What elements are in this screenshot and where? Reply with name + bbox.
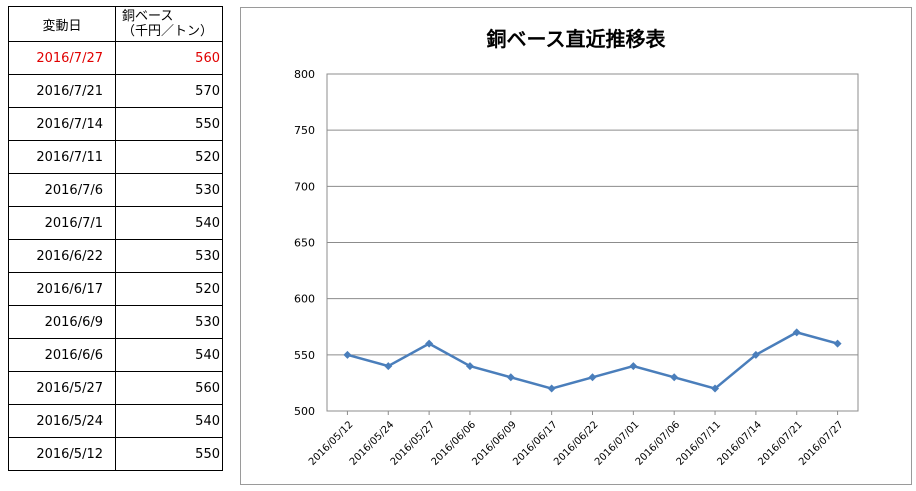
y-tick-label: 500 xyxy=(294,405,315,418)
y-tick-label: 550 xyxy=(294,349,315,362)
table-row: 2016/5/27 560 xyxy=(8,371,223,405)
row-date: 2016/5/27 xyxy=(8,371,116,405)
row-price: 520 xyxy=(115,140,223,174)
table-row: 2016/7/1 540 xyxy=(8,206,223,240)
y-tick-label: 650 xyxy=(294,237,315,250)
row-price: 560 xyxy=(115,41,223,75)
data-point xyxy=(629,362,638,371)
table-header-row: 変動日 銅ベース （千円／トン） xyxy=(8,6,223,42)
row-price: 540 xyxy=(115,404,223,438)
row-date: 2016/5/12 xyxy=(8,437,116,471)
table-row: 2016/7/27 560 xyxy=(8,41,223,75)
table-row: 2016/6/22 530 xyxy=(8,239,223,273)
x-tick-label: 2016/07/27 xyxy=(797,419,846,468)
data-point xyxy=(711,384,720,393)
data-point xyxy=(751,350,760,359)
row-date: 2016/7/14 xyxy=(8,107,116,141)
y-tick-label: 700 xyxy=(294,180,315,193)
row-price: 530 xyxy=(115,239,223,273)
row-price: 550 xyxy=(115,437,223,471)
y-tick-label: 800 xyxy=(294,68,315,81)
chart-title: 銅ベース直近推移表 xyxy=(487,27,667,51)
row-date: 2016/5/24 xyxy=(8,404,116,438)
header-date: 変動日 xyxy=(8,6,116,42)
header-price: 銅ベース （千円／トン） xyxy=(115,6,223,42)
table-row: 2016/6/17 520 xyxy=(8,272,223,306)
row-price: 540 xyxy=(115,338,223,372)
row-date: 2016/6/6 xyxy=(8,338,116,372)
row-date: 2016/6/22 xyxy=(8,239,116,273)
header-price-line2: （千円／トン） xyxy=(122,24,214,39)
table-row: 2016/6/9 530 xyxy=(8,305,223,339)
data-point xyxy=(588,373,597,382)
data-point xyxy=(425,339,434,348)
row-price: 570 xyxy=(115,74,223,108)
row-date: 2016/7/6 xyxy=(8,173,116,207)
chart-area: 銅ベース直近推移表 500 550 600 650 700 750 800 2016/05/1… xyxy=(240,7,912,485)
data-point xyxy=(792,328,801,337)
row-date: 2016/7/21 xyxy=(8,74,116,108)
row-price: 530 xyxy=(115,173,223,207)
data-point xyxy=(670,373,679,382)
header-price-line1: 銅ベース xyxy=(122,9,174,24)
table-row: 2016/5/24 540 xyxy=(8,404,223,438)
table-row: 2016/5/12 550 xyxy=(8,437,223,471)
table-row: 2016/7/11 520 xyxy=(8,140,223,174)
table-row: 2016/6/6 540 xyxy=(8,338,223,372)
price-table-container: 変動日 銅ベース （千円／トン） 2016/7/27 560 2016/7/21 57… xyxy=(8,6,223,471)
data-point xyxy=(833,339,842,348)
line-chart: 銅ベース直近推移表 5005506006507007508002016/05/1… xyxy=(294,27,859,468)
table-row: 2016/7/21 570 xyxy=(8,74,223,108)
row-price: 530 xyxy=(115,305,223,339)
data-point xyxy=(547,384,556,393)
data-point xyxy=(343,350,352,359)
row-date: 2016/7/11 xyxy=(8,140,116,174)
y-tick-label: 600 xyxy=(294,293,315,306)
y-tick-label: 750 xyxy=(294,124,315,137)
row-date: 2016/7/27 xyxy=(8,41,116,75)
table-row: 2016/7/6 530 xyxy=(8,173,223,207)
row-price: 560 xyxy=(115,371,223,405)
row-date: 2016/7/1 xyxy=(8,206,116,240)
data-point xyxy=(506,373,515,382)
data-point xyxy=(384,362,393,371)
row-price: 520 xyxy=(115,272,223,306)
data-point xyxy=(465,362,474,371)
table-row: 2016/7/14 550 xyxy=(8,107,223,141)
row-price: 540 xyxy=(115,206,223,240)
row-price: 550 xyxy=(115,107,223,141)
row-date: 2016/6/9 xyxy=(8,305,116,339)
row-date: 2016/6/17 xyxy=(8,272,116,306)
price-table: 変動日 銅ベース （千円／トン） 2016/7/27 560 2016/7/21 57… xyxy=(8,6,223,471)
